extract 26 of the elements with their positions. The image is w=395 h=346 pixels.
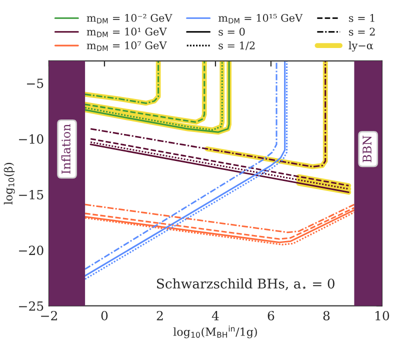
x-tick-label: 4 bbox=[212, 310, 219, 320]
legend-label: s = 0 bbox=[218, 28, 245, 36]
legend-label: m$_{DM}$ = 10¹ GeV bbox=[86, 28, 167, 38]
y-tick-label: −10 bbox=[19, 134, 44, 144]
legend-label: s = 1/2 bbox=[218, 41, 255, 50]
y-axis-title: log$_{10}$(β) bbox=[4, 162, 15, 204]
y-tick-label: −15 bbox=[19, 190, 44, 200]
legend-label: m$_{DM}$ = 10⁻² GeV bbox=[86, 14, 172, 24]
band-label: BBN bbox=[362, 136, 372, 162]
x-tick-label: 0 bbox=[101, 310, 108, 320]
legend-label: m$_{DM}$ = 10¹⁵ GeV bbox=[218, 14, 303, 24]
x-tick-label: 6 bbox=[268, 310, 274, 320]
x-tick-label: −2 bbox=[41, 310, 57, 320]
legend-label: s = 1 bbox=[349, 14, 374, 22]
band-label: Inflation bbox=[61, 124, 70, 174]
x-tick-label: 8 bbox=[323, 310, 330, 320]
legend-label: ly−α bbox=[348, 41, 374, 52]
x-tick-label: 10 bbox=[376, 310, 390, 320]
y-tick-label: −25 bbox=[19, 301, 44, 311]
legend-label: s = 2 bbox=[349, 28, 375, 36]
y-tick-label: −20 bbox=[19, 246, 44, 256]
x-tick-label: 2 bbox=[156, 310, 163, 320]
annotation: Schwarzschild BHs, a$_{⋆}$ = 0 bbox=[157, 278, 334, 290]
x-axis-title: log$_{10}$(M$_{BH}$$^{in}$/1g) bbox=[173, 326, 257, 338]
legend-label: m$_{DM}$ = 10⁷ GeV bbox=[86, 41, 167, 51]
y-tick-label: −5 bbox=[27, 78, 44, 88]
